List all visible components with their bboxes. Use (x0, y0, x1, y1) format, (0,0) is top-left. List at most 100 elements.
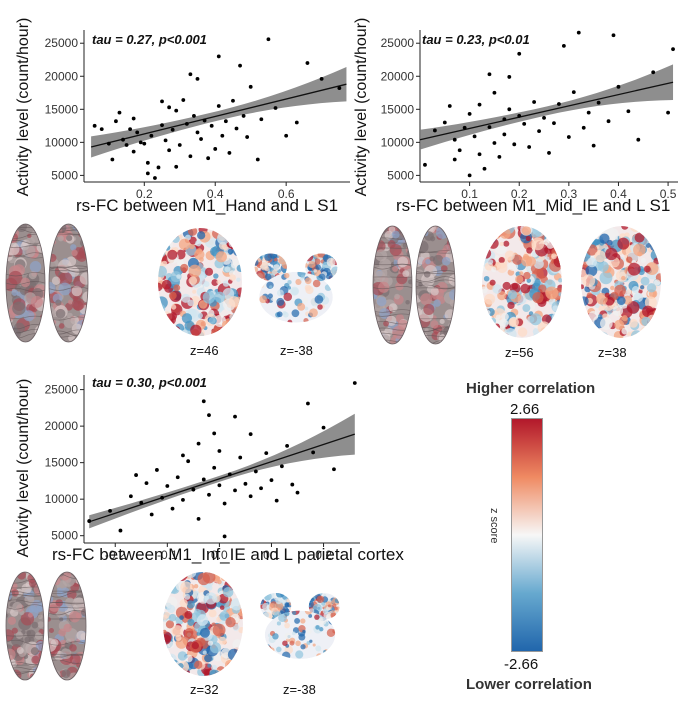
activation-blob (236, 320, 241, 325)
data-point (517, 51, 522, 56)
activation-blob (595, 331, 609, 338)
sulcus-line (6, 315, 45, 319)
activation-blob (582, 274, 596, 288)
data-point (238, 455, 243, 460)
activation-blob (265, 273, 272, 281)
activation-blob (163, 662, 173, 673)
activation-blob (334, 593, 340, 597)
hemisphere-outline (372, 225, 413, 345)
activation-blob (599, 271, 613, 285)
brain-maps-3 (5, 571, 340, 681)
activation-blob (587, 329, 598, 338)
x-axis-label: rs-FC between M1_Inf_IE and L parietal c… (52, 545, 404, 564)
y-tick-label: 15000 (45, 456, 79, 470)
surface-blob (79, 577, 86, 585)
surface-blob (21, 583, 32, 594)
data-point (666, 110, 670, 115)
activation-blob (303, 318, 309, 323)
data-point (606, 119, 611, 124)
activation-blob (230, 598, 243, 611)
surface-blob (13, 322, 25, 334)
activation-blob (299, 277, 304, 281)
activation-blob (212, 623, 226, 637)
data-point (195, 130, 200, 135)
surface-blob (70, 244, 77, 251)
activation-blob (548, 233, 554, 239)
sulcus-line (373, 255, 412, 257)
surface-blob (417, 230, 423, 236)
data-point (188, 72, 193, 77)
data-point (238, 63, 242, 68)
activation-blob (502, 281, 511, 290)
surface-blob (406, 340, 411, 344)
surface-blob (373, 295, 378, 300)
data-point (117, 110, 122, 115)
sulcus-line (48, 653, 86, 656)
surface-blob (441, 256, 451, 266)
surface-blob (60, 648, 72, 660)
activation-blob (316, 595, 325, 603)
activation-blob (257, 271, 266, 280)
activation-blob (594, 303, 600, 309)
activation-blob (166, 654, 173, 662)
surface-blob (30, 647, 39, 656)
sulcus-line (48, 653, 86, 659)
surface-blob (31, 621, 39, 629)
slice-label: z=56 (505, 345, 534, 360)
activation-blob (291, 309, 300, 318)
activation-blob (306, 629, 312, 635)
activation-blob (326, 628, 336, 638)
activation-blob (237, 244, 242, 253)
activation-blob (336, 594, 340, 598)
activation-blob (318, 616, 327, 626)
data-point (423, 162, 427, 167)
hem-texture (6, 572, 44, 680)
activation-blob (214, 228, 224, 233)
activation-blob (612, 305, 624, 317)
data-point (128, 127, 133, 132)
activation-blob (276, 253, 281, 257)
data-point (131, 116, 136, 121)
activation-blob (532, 333, 541, 338)
activation-blob (646, 324, 659, 337)
sulcus-line (48, 590, 86, 595)
surface-blob (58, 282, 72, 296)
y-tick-label: 10000 (381, 135, 415, 149)
x-axis-label: rs-FC between M1_Mid_IE and L S1 (396, 196, 671, 215)
data-point (216, 54, 221, 59)
surface-blob (384, 230, 394, 240)
data-point (477, 102, 482, 107)
activation-blob (289, 640, 295, 646)
activation-blob (238, 627, 243, 634)
activation-blob (289, 607, 292, 612)
colorbar-gradient (511, 418, 543, 652)
surface-blob (388, 303, 398, 313)
sulcus-line (416, 272, 455, 275)
data-point (616, 84, 621, 89)
surface-blob (26, 629, 36, 639)
activation-blob (308, 595, 312, 600)
data-point (212, 465, 217, 470)
surface-blob (49, 628, 54, 633)
data-point (457, 148, 462, 153)
activation-blob (186, 600, 195, 609)
activation-blob (254, 259, 259, 266)
scatter-panel-2: Activity level (count/hour) 5000 10000 150… (340, 0, 685, 220)
surface-blob (423, 303, 435, 315)
data-point (192, 114, 196, 118)
activation-blob (519, 271, 524, 276)
activation-blob (520, 283, 531, 294)
activation-blob (220, 228, 232, 234)
activation-blob (237, 249, 242, 255)
activation-blob (229, 274, 236, 281)
surface-blob (51, 276, 61, 285)
data-point (472, 134, 477, 139)
sulcus-line (6, 599, 44, 604)
activation-blob (482, 324, 491, 334)
activation-blob (503, 327, 517, 338)
data-point (202, 118, 207, 123)
sulcus-line (416, 284, 455, 290)
surface-blob (73, 300, 84, 311)
activation-blob (204, 267, 214, 276)
activation-blob (202, 291, 216, 304)
